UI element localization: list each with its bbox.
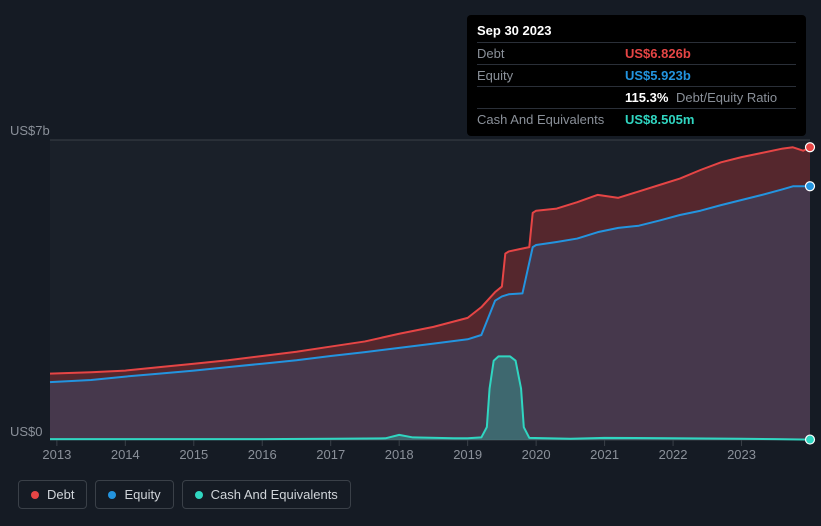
chart-tooltip: Sep 30 2023 Debt US$6.826b Equity US$5.9… — [467, 15, 806, 136]
tooltip-equity-value: US$5.923b — [625, 68, 691, 83]
x-tick: 2020 — [522, 447, 551, 462]
y-tick-max: US$7b — [10, 123, 50, 138]
legend-item-equity[interactable]: Equity — [95, 480, 173, 509]
legend-dot-equity — [108, 491, 116, 499]
tooltip-ratio-value: 115.3% — [625, 90, 668, 105]
y-tick-min: US$0 — [10, 424, 43, 439]
legend-item-debt[interactable]: Debt — [18, 480, 87, 509]
tooltip-ratio-label: Debt/Equity Ratio — [676, 90, 777, 105]
x-tick: 2015 — [179, 447, 208, 462]
legend-label-equity: Equity — [124, 487, 160, 502]
tooltip-ratio: 115.3% Debt/Equity Ratio — [625, 90, 777, 105]
x-tick: 2023 — [727, 447, 756, 462]
x-tick: 2022 — [659, 447, 688, 462]
debt-equity-chart: US$7b US$0 2013 2014 2015 2016 2017 2018 2019 2… — [0, 0, 821, 526]
tooltip-debt-value: US$6.826b — [625, 46, 691, 61]
x-tick: 2013 — [42, 447, 71, 462]
tooltip-ratio-spacer — [477, 90, 625, 105]
x-tick: 2017 — [316, 447, 345, 462]
legend-label-cash: Cash And Equivalents — [211, 487, 338, 502]
x-tick: 2019 — [453, 447, 482, 462]
x-tick: 2014 — [111, 447, 140, 462]
tooltip-date: Sep 30 2023 — [477, 21, 796, 42]
x-tick: 2016 — [248, 447, 277, 462]
legend-dot-debt — [31, 491, 39, 499]
tooltip-cash-value: US$8.505m — [625, 112, 694, 127]
x-tick: 2021 — [590, 447, 619, 462]
tooltip-debt-label: Debt — [477, 46, 625, 61]
x-tick: 2018 — [385, 447, 414, 462]
tooltip-cash-label: Cash And Equivalents — [477, 112, 625, 127]
chart-legend: Debt Equity Cash And Equivalents — [18, 480, 351, 509]
legend-label-debt: Debt — [47, 487, 74, 502]
tooltip-equity-label: Equity — [477, 68, 625, 83]
legend-dot-cash — [195, 491, 203, 499]
legend-item-cash[interactable]: Cash And Equivalents — [182, 480, 351, 509]
